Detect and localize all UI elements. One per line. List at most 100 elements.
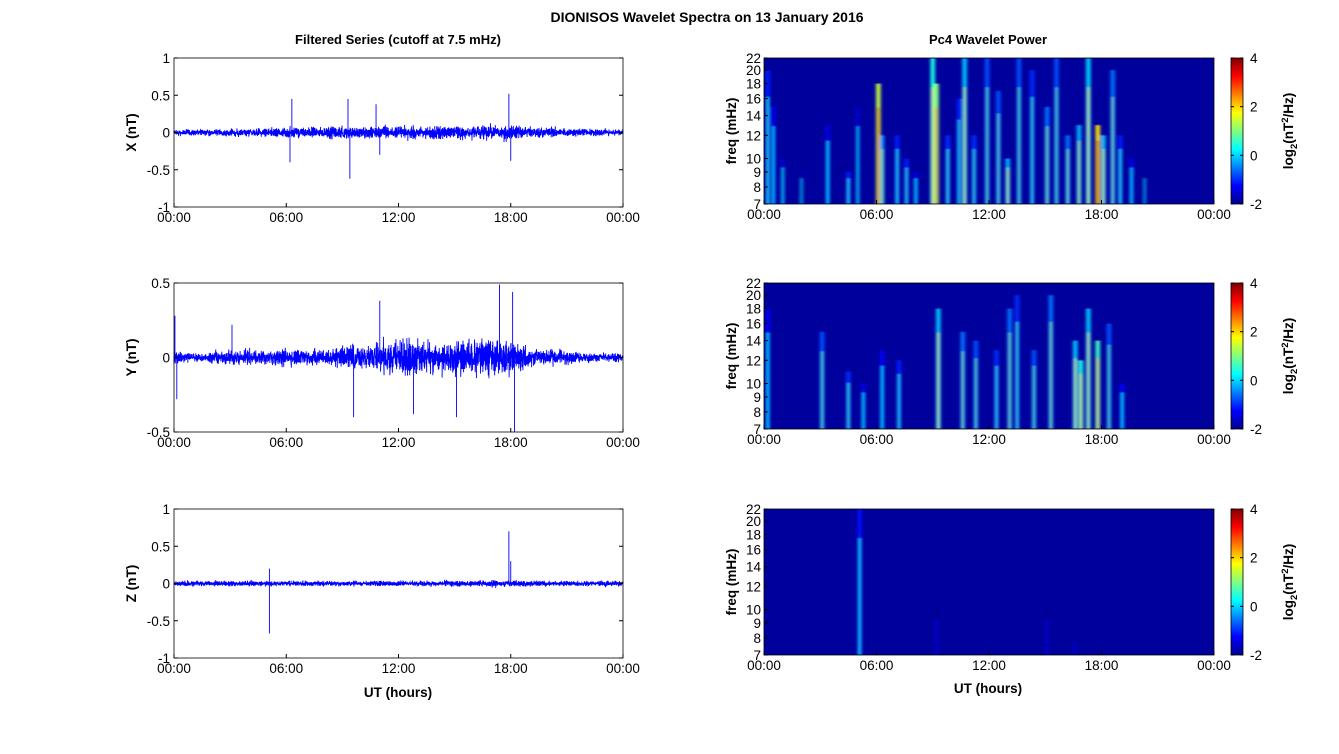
spectrum-z-burst-core: [1046, 618, 1048, 655]
spectrum-x-burst-core: [935, 107, 938, 204]
spectrum-z-xtick-label: 00:00: [747, 658, 781, 673]
spectrum-y-burst-core: [821, 351, 823, 429]
spectrum-z-ytick-label: 16: [746, 543, 761, 558]
spectrum-y-burst-core: [1096, 358, 1099, 429]
series-x-xtick-label: 06:00: [269, 210, 303, 225]
series-z-ytick-label: -0.5: [147, 614, 170, 629]
spectrum-x-burst-core: [826, 140, 829, 204]
spectrum-z-colorbar-label: 0: [1250, 599, 1258, 614]
spectrum-x-ytick-label: 18: [746, 77, 761, 92]
series-z-ytick-label: 0.5: [151, 539, 170, 554]
series-x-ytick-label: 0.5: [151, 88, 170, 103]
spectrum-x-burst-core: [1143, 178, 1146, 204]
spectrum-y-colorbar-label: 2: [1250, 325, 1258, 340]
spectrum-z-ytick-label: 9: [753, 616, 761, 631]
right-column-title: Pc4 Wavelet Power: [929, 32, 1047, 47]
spectrum-x-burst-core: [1087, 87, 1090, 204]
spectrum-z-xtick-label: 00:00: [1197, 658, 1231, 673]
spectrum-x-burst-core: [997, 113, 1000, 204]
spectrum-x-burst-core: [915, 178, 917, 204]
spectrum-x-burst-core: [877, 107, 880, 204]
spectrum-y-xtick-label: 12:00: [972, 432, 1006, 447]
spectrum-y-colorbar: [1230, 282, 1244, 430]
spectrum-y-burst-core: [1108, 344, 1110, 429]
spectrum-y-burst-core: [937, 332, 940, 429]
series-z-xtick-label: 18:00: [494, 661, 528, 676]
spectrum-x-colorbar-label: 2: [1250, 100, 1258, 115]
series-x-ytick-label: 0: [162, 126, 170, 141]
spectrum-x-ytick-label: 7: [753, 197, 761, 212]
spectrum-z-colorbar-label: 2: [1250, 551, 1258, 566]
spectrum-y-ytick-label: 16: [746, 317, 761, 332]
spectrum-y-burst-core: [1050, 321, 1052, 429]
series-z-xtick-label: 12:00: [382, 661, 416, 676]
spectrum-y-burst-core: [1033, 365, 1035, 429]
series-x-xtick-label: 18:00: [494, 210, 528, 225]
series-z-ylabel: Z (nT): [124, 565, 139, 602]
spectrum-y-ytick-label: 14: [746, 334, 762, 349]
spectrum-x-burst-core: [946, 149, 949, 204]
series-x-ytick-label: -1: [158, 200, 170, 215]
spectrum-x-burst-core: [1066, 149, 1069, 204]
spectrum-y-burst-core: [1080, 374, 1082, 429]
spectrum-y-ylabel: freq (mHz): [724, 323, 739, 390]
series-y-xtick-label: 00:00: [157, 435, 191, 450]
spectrum-y-burst-core: [961, 351, 964, 429]
spectrum-x-burst-core: [958, 119, 960, 204]
spectrum-y-colorbar-label: 4: [1250, 276, 1258, 291]
spectrum-z-ytick-label: 20: [746, 514, 761, 529]
spectrum-x-colorbar: [1230, 57, 1244, 205]
spectrum-y-burst-core: [862, 392, 865, 429]
spectrum-x-xtick-label: 00:00: [747, 207, 781, 222]
series-x-xtick-label: 00:00: [157, 210, 191, 225]
spectrum-x-burst-core: [1031, 96, 1033, 204]
series-y-xtick-label: 00:00: [606, 435, 640, 450]
spectrum-y-xtick-label: 00:00: [1197, 432, 1231, 447]
series-z-trace: [173, 579, 624, 589]
spectrum-x-burst-core: [772, 126, 775, 204]
spectrum-z-xtick-label: 18:00: [1085, 658, 1119, 673]
series-y-ytick-label: 0.5: [151, 276, 170, 291]
spectrum-x-burst-core: [1055, 87, 1058, 204]
spectrum-x-burst-core: [986, 87, 988, 204]
spectrum-z-background: [764, 509, 1214, 655]
spectrum-x-burst-core: [973, 149, 975, 204]
series-z-xtick-label: 00:00: [606, 661, 640, 676]
spectrum-x-ytick-label: 16: [746, 92, 761, 107]
spectrum-x-burst-core: [1119, 149, 1122, 204]
spectrum-x-bursts: [765, 58, 1147, 204]
spectrum-x-xtick-label: 00:00: [1197, 207, 1231, 222]
spectrum-y-background: [764, 283, 1214, 429]
spectrum-y-burst-core: [1016, 321, 1018, 429]
spectrum-y-burst-core: [1074, 358, 1077, 429]
spectrum-z-burst-core: [858, 538, 861, 655]
spectrum-y-colorbar-label: 0: [1250, 373, 1258, 388]
spectrum-x-burst-core: [1096, 140, 1099, 204]
spectrum-x-burst-core: [1130, 167, 1133, 204]
spectrum-x-ytick-label: 10: [746, 152, 761, 167]
spectrum-x-xtick-label: 06:00: [860, 207, 894, 222]
series-x-xtick-label: 12:00: [382, 210, 416, 225]
spectrum-x-burst-core: [1111, 96, 1114, 204]
spectrum-x-ylabel: freq (mHz): [724, 98, 739, 165]
spectrum-y-ytick-label: 22: [746, 276, 761, 291]
spectrum-z-bursts: [857, 509, 1078, 655]
spectrum-y-ytick-label: 10: [746, 377, 761, 392]
left-column-title: Filtered Series (cutoff at 7.5 mHz): [295, 32, 501, 47]
spectrum-y-burst-core: [847, 382, 850, 429]
spectrum-x-ytick-label: 14: [746, 109, 762, 124]
spectrum-y-ytick-label: 9: [753, 390, 761, 405]
series-y-ylabel: Y (nT): [124, 339, 139, 377]
spectrum-z-ytick-label: 22: [746, 502, 761, 517]
right-xlabel: UT (hours): [954, 681, 1022, 696]
spectrum-y-colorbar-title: log2(nT2/Hz): [1280, 318, 1300, 395]
series-x-ylabel: X (nT): [124, 113, 139, 151]
spectrum-z-colorbar: [1230, 508, 1244, 656]
spectrum-y-burst-core: [766, 332, 769, 429]
spectrum-x-burst-core: [847, 178, 850, 204]
spectrum-z-colorbar-title: log2(nT2/Hz): [1280, 544, 1300, 621]
spectrum-z-xtick-label: 12:00: [972, 658, 1006, 673]
spectrum-x-burst-core: [1006, 167, 1009, 204]
spectrum-x-burst-core: [781, 167, 784, 204]
